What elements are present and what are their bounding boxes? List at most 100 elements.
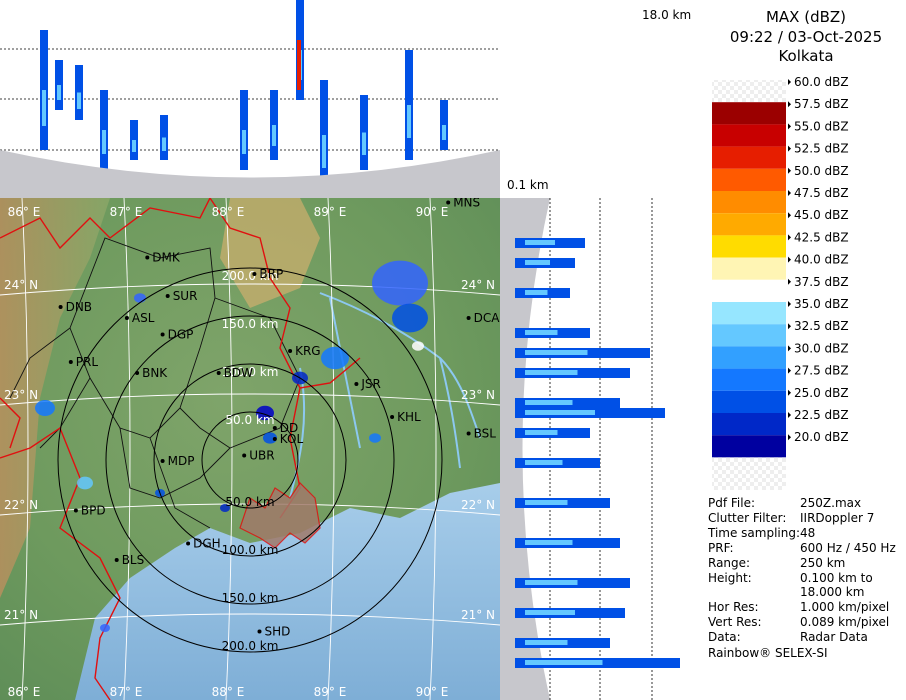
radar-map[interactable]: 50.0 km 50.0 km 100.0 km 100.0 km 150.0 km 15… — [0, 198, 500, 700]
lon-label-top: 89° E — [314, 205, 347, 219]
lon-label-bottom: 87° E — [110, 685, 143, 699]
info-value: 600 Hz / 450 Hz — [800, 540, 896, 555]
legend-swatch — [712, 213, 786, 236]
legend-label: 45.0 dBZ — [794, 208, 849, 222]
profile-top-height-label: 18.0 km — [642, 8, 692, 22]
city-dot-bdw — [216, 371, 221, 375]
legend-swatch — [712, 390, 786, 413]
range-ring-labels: 50.0 km 50.0 km 100.0 km 100.0 km 150.0 km 15… — [222, 269, 279, 653]
east-west-height-profile — [500, 198, 700, 700]
info-value: 0.100 km to — [800, 570, 873, 585]
city-label-jsr: JSR — [360, 377, 381, 391]
range-ring-label-south: 100.0 km — [222, 543, 279, 557]
city-label-krg: KRG — [295, 344, 321, 358]
city-label-bnk: BNK — [142, 366, 168, 380]
product-title: MAX (dBZ) — [765, 8, 847, 26]
legend-swatch — [712, 368, 786, 391]
lon-label-top: 88° E — [212, 205, 245, 219]
city-dot-dnb — [58, 305, 63, 309]
legend-swatch — [712, 168, 786, 191]
info-key-data: Data: — [708, 630, 741, 645]
info-key-prf: PRF: — [708, 540, 734, 555]
city-dot-jsr — [354, 382, 359, 386]
city-label-ubr: UBR — [249, 449, 274, 463]
city-dot-brp — [252, 272, 257, 276]
city-dot-mns — [446, 200, 451, 205]
legend-label: 30.0 dBZ — [794, 341, 849, 355]
range-rings — [57, 267, 443, 653]
state-boundaries — [0, 198, 361, 700]
lat-label-left: 21° N — [4, 608, 38, 622]
north-south-height-profile — [0, 0, 500, 198]
info-key-clutter-filter: Clutter Filter: — [708, 510, 787, 525]
city-label-kol: KOL — [280, 432, 304, 446]
info-value: 48 — [800, 525, 816, 540]
lat-label-left: 23° N — [4, 388, 38, 402]
range-ring-label-north: 150.0 km — [222, 317, 279, 331]
info-value: 1.000 km/pixel — [800, 600, 890, 615]
city-dot-asl — [124, 316, 129, 320]
lat-label-right: 21° N — [461, 608, 495, 622]
lat-lon-graticule — [0, 198, 500, 700]
lon-label-top: 86° E — [8, 205, 41, 219]
city-label-brp: BRP — [259, 267, 283, 281]
city-dot-dd — [272, 426, 277, 430]
legend-swatch — [712, 124, 786, 147]
northern-plain — [220, 198, 320, 308]
city-label-mdp: MDP — [168, 454, 195, 468]
city-dot-bpd — [73, 508, 78, 513]
city-dot-dgp — [160, 332, 165, 337]
legend-label: 52.5 dBZ — [794, 142, 849, 156]
city-dot-ubr — [242, 453, 247, 458]
legend-label: 37.5 dBZ — [794, 275, 849, 289]
info-key-time-sampling: Time sampling: — [708, 525, 801, 540]
info-key-range: Range: — [708, 555, 751, 570]
software-credit: Rainbow® SELEX-SI — [708, 646, 828, 660]
lon-label-bottom: 86° E — [8, 685, 41, 699]
range-ring-label-north: 200.0 km — [222, 269, 279, 283]
info-key-pdf-file: Pdf File: — [708, 496, 756, 510]
legend-label: 32.5 dBZ — [794, 319, 849, 333]
legend-label: 20.0 dBZ — [794, 430, 849, 444]
legend-swatch — [712, 146, 786, 169]
station-name: Kolkata — [778, 47, 834, 65]
legend-label: 35.0 dBZ — [794, 297, 849, 311]
city-label-shd: SHD — [265, 625, 291, 639]
city-label-bls: BLS — [122, 553, 145, 567]
lon-label-top: 90° E — [416, 205, 449, 219]
lon-label-top: 87° E — [110, 205, 143, 219]
city-label-dca: DCA — [474, 311, 500, 325]
lat-label-right: 22° N — [461, 498, 495, 512]
legend-swatch — [712, 80, 786, 103]
city-label-bdw: BDW — [224, 366, 253, 380]
city-label-mns: MNS — [453, 198, 480, 210]
legend-swatch — [712, 346, 786, 369]
lat-label-left: 24° N — [4, 278, 38, 292]
city-dot-dmk — [145, 255, 150, 260]
city-dot-dgh — [186, 541, 191, 546]
profile-bottom-height-label: 0.1 km — [507, 178, 549, 192]
legend-label: 22.5 dBZ — [794, 408, 849, 422]
city-dot-bnk — [135, 371, 140, 375]
city-dot-mdp — [160, 459, 165, 463]
info-value: 250 km — [800, 555, 846, 570]
legend-swatch — [712, 413, 786, 436]
sundarban-delta — [239, 482, 321, 549]
city-dot-kol — [272, 437, 277, 441]
city-label-bpd: BPD — [81, 504, 106, 518]
city-label-prl: PRL — [76, 355, 99, 369]
info-key-height: Height: — [708, 570, 752, 585]
legend-label: 47.5 dBZ — [794, 186, 849, 200]
legend-swatch — [712, 191, 786, 214]
legend-swatch — [712, 279, 786, 302]
info-value: 18.000 km — [800, 585, 865, 600]
info-key-vert-res: Vert Res: — [708, 615, 762, 630]
legend-swatch — [712, 435, 786, 458]
info-value: 250Z.max — [800, 496, 862, 510]
legend-label: 55.0 dBZ — [794, 119, 849, 133]
legend-label: 50.0 dBZ — [794, 164, 849, 178]
lon-label-bottom: 89° E — [314, 685, 347, 699]
city-dot-bsl — [466, 431, 471, 436]
city-label-bsl: BSL — [474, 427, 497, 441]
city-label-asl: ASL — [132, 311, 155, 325]
